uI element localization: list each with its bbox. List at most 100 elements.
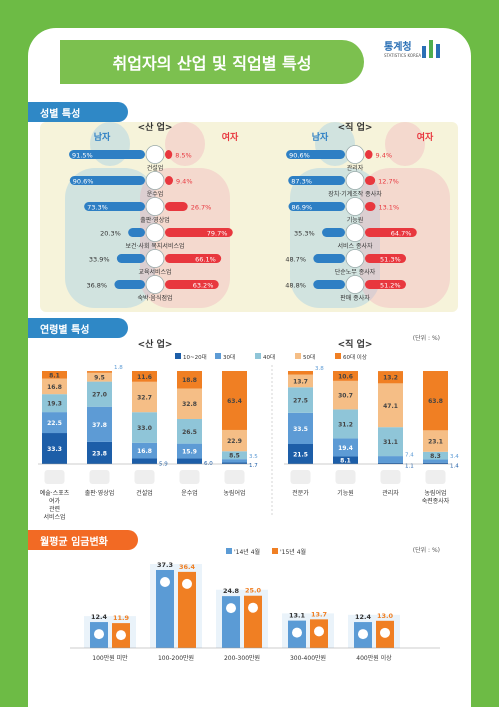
female-value-label: 63.2% — [193, 282, 214, 290]
segment-value-label: 21.5 — [293, 452, 308, 459]
category-label: 100만원 미만 — [92, 654, 128, 662]
segment-value-label: 31.2 — [338, 421, 353, 428]
male-value-label: 87.3% — [291, 178, 312, 186]
category-label: 100-200만원 — [158, 654, 194, 662]
logo-sub: STATISTICS KOREA — [384, 53, 422, 58]
legend-label: 50대 — [303, 353, 315, 361]
category-label: 기능원 — [337, 489, 354, 497]
female-value-label: 79.7% — [207, 230, 228, 238]
female-bar — [165, 202, 188, 211]
category-icon — [345, 249, 365, 268]
female-bar — [365, 228, 417, 237]
male-value-label: 35.3% — [294, 230, 315, 238]
segment-value-label: 13.7 — [293, 378, 308, 385]
category-label: 보건·사회 복지서비스업 — [125, 242, 184, 250]
male-value-label: 90.6% — [73, 178, 94, 186]
category-label: 숙련종사자 — [422, 497, 450, 505]
category-icon — [290, 470, 311, 484]
segment-value-label: 27.5 — [293, 398, 308, 405]
won-icon — [248, 602, 258, 613]
logo-bars-icon — [422, 40, 440, 58]
segment-value-label: 63.4 — [227, 398, 242, 405]
female-label: 여자 — [222, 131, 239, 143]
stacked-segment — [378, 371, 403, 384]
male-bar — [288, 202, 345, 211]
category-icon — [224, 470, 245, 484]
male-value-label: 91.5% — [72, 152, 93, 160]
segment-value-label: 33.0 — [137, 425, 152, 432]
category-label: 여가 — [49, 497, 61, 505]
wage-value-label: 13.0 — [377, 612, 394, 620]
male-bar — [128, 228, 145, 237]
stacked-segment — [333, 380, 358, 410]
male-value-label: 48.7% — [285, 256, 306, 264]
category-label: 기능원 — [347, 216, 364, 224]
stacked-segment — [87, 406, 112, 442]
segment-value-label: 47.1 — [383, 403, 398, 410]
female-bar — [165, 280, 219, 289]
stacked-segment — [177, 371, 202, 389]
segment-value-label: 13.2 — [383, 375, 398, 382]
category-label: 건설업 — [136, 489, 153, 497]
category-label: 전문가 — [292, 489, 309, 497]
category-icon — [345, 223, 365, 242]
age-occupation-title: <직 업> — [338, 338, 373, 350]
category-label: 서비스 종사자 — [337, 242, 373, 250]
wage-bar — [178, 571, 196, 648]
segment-value-label: 19.4 — [338, 445, 353, 452]
category-label: 운수업 — [181, 489, 198, 497]
wage-value-label: 24.8 — [223, 587, 240, 595]
male-bar — [322, 228, 345, 237]
stacked-segment — [132, 412, 157, 443]
category-icon — [145, 171, 165, 190]
segment-value-label: 32.8 — [182, 401, 197, 408]
female-bar — [365, 176, 376, 185]
category-label: 장치·기계조작 종사자 — [328, 190, 382, 198]
stacked-segment — [333, 409, 358, 439]
stacked-segment — [87, 372, 112, 382]
segment-value-label: 8.3 — [430, 453, 441, 460]
category-label: 농림어업 — [223, 489, 245, 497]
female-value-label: 13.1% — [378, 204, 399, 212]
male-bar — [286, 150, 345, 159]
legend-label: '15년 4월 — [280, 548, 306, 556]
female-silhouette-right-head — [385, 122, 425, 166]
male-bar — [313, 254, 345, 263]
gender-chart-title: <직 업> — [338, 121, 373, 133]
segment-value-label: 16.8 — [47, 384, 62, 391]
female-silhouette-right-body — [360, 168, 450, 308]
age-unit-label: (단위 : %) — [413, 334, 440, 342]
wage-unit-label: (단위 : %) — [413, 546, 440, 554]
stacked-segment — [378, 383, 403, 428]
won-icon — [292, 627, 302, 638]
male-silhouette-left-head — [90, 122, 130, 166]
female-bar — [365, 150, 373, 159]
female-value-label: 9.4% — [376, 152, 393, 160]
gender-section-label: 성별 특성 — [28, 102, 128, 122]
logo-name: 통계청 — [384, 42, 412, 53]
wage-value-label: 25.0 — [245, 587, 262, 595]
stacked-segment — [288, 374, 313, 388]
stacked-segment — [132, 458, 157, 464]
stacked-segment — [333, 456, 358, 464]
male-bar — [69, 176, 145, 185]
won-icon — [380, 627, 390, 638]
age-industry-title: <산 업> — [138, 338, 173, 350]
female-value-label: 12.7% — [378, 178, 399, 186]
stacked-segment — [222, 451, 247, 460]
stacked-segment — [42, 371, 67, 379]
wage-bar — [156, 570, 174, 648]
stacked-segment — [132, 371, 157, 382]
male-bar — [313, 280, 345, 289]
female-bar — [165, 254, 222, 263]
stacked-segment — [42, 412, 67, 434]
category-label: 판매 종사자 — [340, 294, 370, 302]
stacked-segment — [87, 371, 112, 373]
category-label: 운수업 — [147, 190, 164, 198]
segment-value-label: 27.0 — [92, 392, 107, 399]
stacked-segment — [423, 451, 448, 460]
legend-label: '14년 4월 — [234, 548, 260, 556]
category-icon — [345, 145, 365, 164]
stacked-segment — [42, 433, 67, 464]
